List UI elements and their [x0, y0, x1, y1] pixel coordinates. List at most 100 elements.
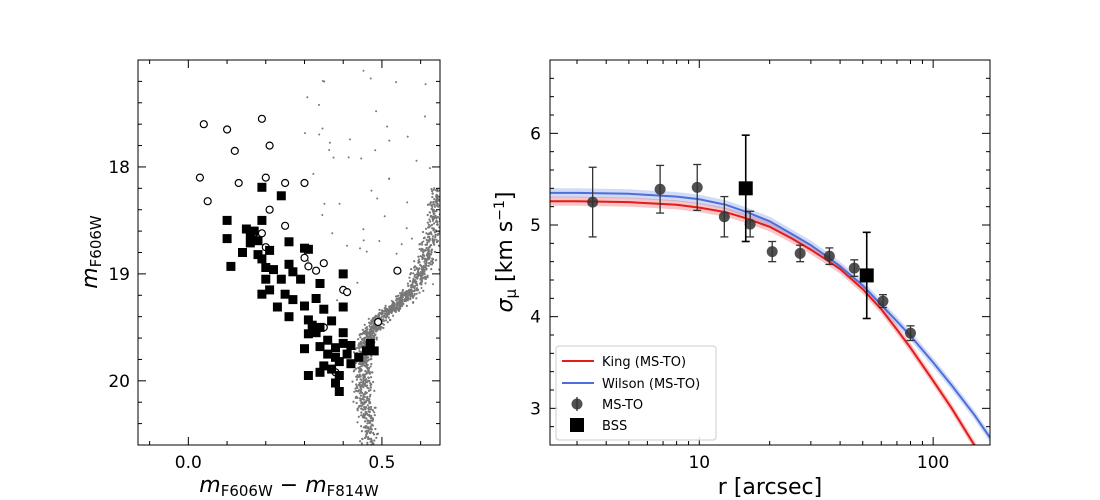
open-circle-point: [257, 114, 266, 123]
dispersion-x-tick-label: 100: [917, 453, 949, 473]
ms-point: [412, 301, 415, 304]
ms-point: [434, 250, 437, 254]
field-point: [338, 202, 341, 205]
ms-point: [358, 347, 361, 350]
ms-point: [435, 193, 438, 197]
ms-point: [374, 328, 377, 331]
ms-point: [416, 284, 419, 287]
bss-point: [315, 279, 325, 288]
ms-point: [422, 264, 425, 268]
ms-point: [412, 295, 415, 298]
ms-point: [443, 195, 445, 197]
bss-point: [327, 316, 337, 326]
ms-point: [441, 208, 443, 210]
msto-points: [587, 163, 916, 342]
ms-point: [357, 338, 360, 341]
field-point: [321, 80, 324, 82]
bss-point: [269, 265, 278, 275]
open-circle-point: [230, 146, 239, 155]
open-circle-point: [257, 229, 266, 238]
ms-point: [375, 337, 378, 340]
dispersion-x-tick-label: 10: [688, 453, 710, 473]
ms-point: [368, 437, 371, 440]
ms-point: [372, 380, 375, 384]
ms-point: [427, 240, 431, 243]
ms-point: [428, 261, 431, 265]
open-circle-point: [374, 317, 383, 327]
ms-point: [430, 263, 434, 266]
ms-point: [421, 269, 424, 272]
ms-point: [409, 298, 412, 301]
msto-point: [794, 247, 806, 259]
ms-point: [416, 267, 420, 270]
open-circle-point: [261, 173, 270, 182]
ms-point: [441, 191, 443, 193]
ms-point: [370, 320, 373, 323]
ms-point: [406, 282, 409, 285]
bss-point: [354, 352, 364, 362]
ms-point: [366, 363, 369, 367]
ms-point: [356, 390, 359, 393]
ms-point: [435, 201, 438, 204]
field-point: [431, 192, 434, 195]
ms-point: [370, 383, 373, 386]
ms-point: [427, 264, 430, 267]
msto-point: [691, 181, 703, 193]
ms-point: [384, 304, 387, 307]
legend-bss-marker: [570, 418, 584, 432]
cmd-y-tick-label: 18: [108, 158, 130, 178]
ms-point: [382, 326, 385, 330]
ms-point: [440, 196, 442, 198]
legend-box: [555, 345, 717, 441]
ms-point: [433, 198, 436, 201]
ms-point: [370, 362, 373, 366]
ms-point: [426, 233, 429, 236]
ms-point: [432, 242, 435, 245]
ms-point: [372, 329, 375, 332]
field-point: [420, 287, 423, 289]
ms-point: [416, 277, 419, 280]
field-point: [332, 156, 335, 159]
ms-point: [359, 332, 362, 336]
ms-point: [371, 417, 374, 420]
bss-point: [331, 378, 340, 388]
bss-point: [300, 344, 309, 354]
legend-msto-label: MS-TO: [602, 398, 643, 413]
ms-point: [365, 435, 368, 438]
ms-point: [421, 280, 424, 283]
ms-point: [360, 341, 363, 344]
ms-point: [359, 375, 362, 378]
field-point: [318, 133, 321, 136]
ms-point: [432, 188, 435, 191]
ms-point: [362, 379, 365, 382]
ms-point: [446, 191, 448, 193]
ms-point: [357, 389, 361, 392]
field-point: [415, 159, 418, 162]
field-point: [388, 139, 391, 142]
ms-point: [427, 226, 430, 229]
ms-point: [419, 271, 422, 274]
ms-point: [355, 383, 358, 386]
field-point: [422, 240, 425, 243]
ms-point: [370, 408, 373, 411]
ms-point: [368, 413, 371, 416]
field-point: [374, 149, 377, 152]
ms-point: [366, 399, 369, 402]
ms-point: [362, 376, 365, 379]
king-band: [550, 196, 977, 445]
ms-point: [359, 440, 362, 443]
ms-point: [357, 415, 360, 418]
ms-point: [426, 276, 429, 279]
bss-point: [334, 371, 344, 380]
ms-point: [401, 296, 404, 299]
ms-point: [373, 439, 376, 442]
open-circle-point: [223, 125, 232, 134]
ms-point: [374, 333, 377, 336]
field-point: [369, 77, 372, 80]
ms-point: [428, 249, 431, 252]
ms-point: [365, 384, 369, 387]
ms-point: [361, 332, 364, 335]
bss-point: [303, 371, 313, 380]
ms-point: [366, 419, 369, 422]
ms-point: [357, 375, 360, 378]
